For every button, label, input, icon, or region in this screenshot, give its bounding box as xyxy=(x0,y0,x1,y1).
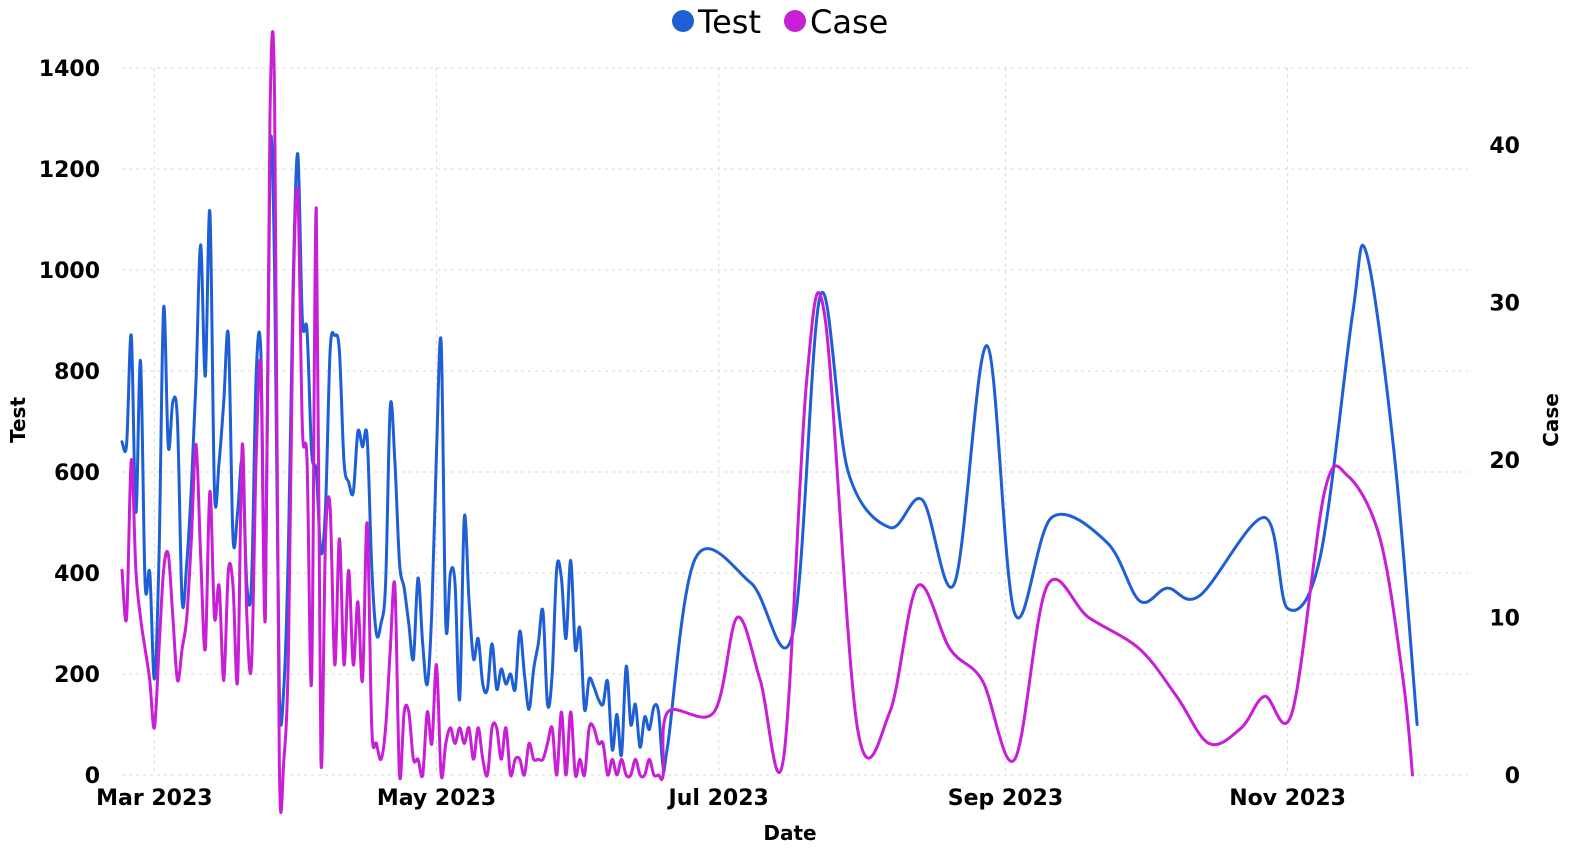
series-layer xyxy=(120,29,1419,814)
x-tick-label: Nov 2023 xyxy=(1229,786,1346,811)
left-tick-label: 1200 xyxy=(39,158,100,183)
legend-label-case: Case xyxy=(810,3,888,41)
left-tick-label: 600 xyxy=(54,461,100,486)
left-axis-ticks: 0 200 400 600 800 1000 1200 1400 xyxy=(39,57,100,789)
left-tick-label: 200 xyxy=(54,663,100,688)
right-tick-label: 0 xyxy=(1505,764,1520,789)
x-tick-label: Sep 2023 xyxy=(948,786,1063,811)
legend-label-test: Test xyxy=(697,3,761,41)
right-axis-title: Case xyxy=(1539,393,1563,447)
right-tick-label: 20 xyxy=(1489,449,1520,474)
x-axis-ticks: Mar 2023 May 2023 Jul 2023 Sep 2023 Nov 2023 xyxy=(96,786,1346,811)
series-line-test xyxy=(120,134,1419,774)
right-tick-label: 40 xyxy=(1489,134,1520,159)
right-tick-label: 30 xyxy=(1489,292,1520,317)
left-tick-label: 1400 xyxy=(39,57,100,82)
left-axis-title: Test xyxy=(6,397,30,443)
x-axis-title: Date xyxy=(763,821,816,845)
legend-marker-test xyxy=(672,10,694,32)
x-tick-label: Jul 2023 xyxy=(667,786,769,811)
left-tick-label: 0 xyxy=(85,764,100,789)
right-tick-label: 10 xyxy=(1489,607,1520,632)
x-tick-label: Mar 2023 xyxy=(96,786,212,811)
series-line-case xyxy=(120,29,1414,814)
left-tick-label: 800 xyxy=(54,360,100,385)
left-tick-label: 1000 xyxy=(39,259,100,284)
x-tick-label: May 2023 xyxy=(377,786,496,811)
left-tick-label: 400 xyxy=(54,562,100,587)
legend: Test Case xyxy=(672,3,888,41)
legend-marker-case xyxy=(784,10,806,32)
right-axis-ticks: 0 10 20 30 40 xyxy=(1489,134,1520,789)
